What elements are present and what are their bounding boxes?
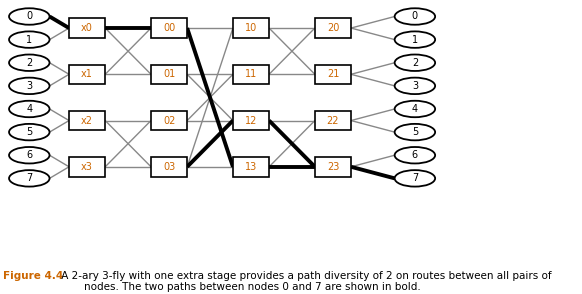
FancyBboxPatch shape <box>315 157 351 177</box>
Circle shape <box>9 170 49 187</box>
Circle shape <box>9 31 49 48</box>
Text: x1: x1 <box>81 69 93 79</box>
Text: Figure 4.4: Figure 4.4 <box>3 271 63 281</box>
Text: x0: x0 <box>81 23 93 33</box>
FancyBboxPatch shape <box>151 111 187 130</box>
Text: 2: 2 <box>411 58 418 68</box>
Text: 7: 7 <box>26 173 33 183</box>
Circle shape <box>9 8 49 25</box>
Text: A 2-ary 3-fly with one extra stage provides a path diversity of 2 on routes betw: A 2-ary 3-fly with one extra stage provi… <box>58 271 552 293</box>
Text: 1: 1 <box>26 35 33 45</box>
Circle shape <box>395 170 435 187</box>
FancyBboxPatch shape <box>233 111 269 130</box>
FancyBboxPatch shape <box>69 18 105 38</box>
Circle shape <box>395 124 435 140</box>
Text: 2: 2 <box>26 58 33 68</box>
Text: 3: 3 <box>26 81 33 91</box>
Text: 03: 03 <box>163 162 175 172</box>
Circle shape <box>9 54 49 71</box>
Circle shape <box>9 78 49 94</box>
Text: 01: 01 <box>163 69 175 79</box>
FancyBboxPatch shape <box>151 157 187 177</box>
Text: 23: 23 <box>327 162 339 172</box>
Text: 00: 00 <box>163 23 175 33</box>
Text: 3: 3 <box>412 81 418 91</box>
Circle shape <box>395 31 435 48</box>
Text: 4: 4 <box>26 104 33 114</box>
Text: 1: 1 <box>412 35 418 45</box>
Text: 20: 20 <box>327 23 339 33</box>
Text: 10: 10 <box>245 23 257 33</box>
FancyBboxPatch shape <box>233 18 269 38</box>
FancyBboxPatch shape <box>69 157 105 177</box>
Circle shape <box>395 147 435 163</box>
Text: 22: 22 <box>327 116 339 126</box>
Circle shape <box>395 101 435 117</box>
FancyBboxPatch shape <box>315 64 351 84</box>
Circle shape <box>9 124 49 140</box>
Text: 6: 6 <box>412 150 418 160</box>
Text: 0: 0 <box>26 11 33 21</box>
Text: 21: 21 <box>327 69 339 79</box>
Circle shape <box>395 54 435 71</box>
Text: x2: x2 <box>81 116 93 126</box>
Text: 13: 13 <box>245 162 257 172</box>
Text: 5: 5 <box>411 127 418 137</box>
Text: 12: 12 <box>245 116 257 126</box>
Text: 4: 4 <box>412 104 418 114</box>
FancyBboxPatch shape <box>151 18 187 38</box>
FancyBboxPatch shape <box>151 64 187 84</box>
Text: 11: 11 <box>245 69 257 79</box>
Text: 0: 0 <box>412 11 418 21</box>
FancyBboxPatch shape <box>233 157 269 177</box>
Text: 02: 02 <box>163 116 175 126</box>
FancyBboxPatch shape <box>315 18 351 38</box>
FancyBboxPatch shape <box>69 64 105 84</box>
FancyBboxPatch shape <box>69 111 105 130</box>
Circle shape <box>395 78 435 94</box>
FancyBboxPatch shape <box>315 111 351 130</box>
Text: 7: 7 <box>411 173 418 183</box>
Circle shape <box>9 101 49 117</box>
Circle shape <box>395 8 435 25</box>
FancyBboxPatch shape <box>233 64 269 84</box>
Circle shape <box>9 147 49 163</box>
Text: x3: x3 <box>81 162 93 172</box>
Text: 6: 6 <box>26 150 33 160</box>
Text: 5: 5 <box>26 127 33 137</box>
